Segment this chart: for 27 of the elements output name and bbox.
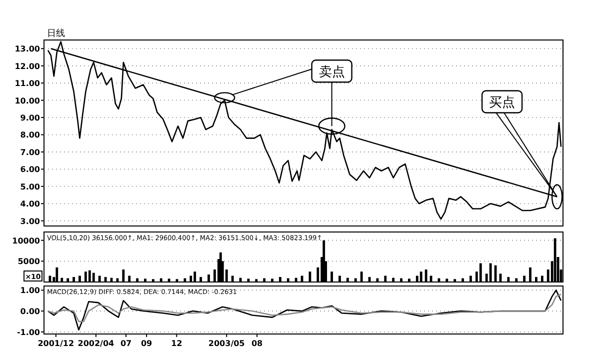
annotation: 买点: [489, 96, 516, 111]
y-tick-label: 9.00: [20, 114, 40, 122]
line-series: [47, 294, 562, 322]
y-tick-label: 8.00: [20, 130, 40, 140]
y-tick-label: 5.00: [20, 182, 40, 192]
y-tick-label: 4.00: [20, 200, 40, 209]
x-tick-label: 2003/05: [208, 339, 246, 348]
x-tick-label: 09: [140, 339, 153, 348]
y-tick-label: 1.00: [20, 286, 40, 296]
annotation: 卖点: [318, 65, 345, 80]
x-tick-label: 12: [171, 339, 182, 348]
x-tick-label: 2002/04: [78, 339, 115, 348]
y-tick-label: 0.00: [20, 307, 40, 316]
y-tick-label: 6.00: [20, 165, 40, 174]
y-tick-label: -1.00: [16, 328, 40, 337]
y-tick-label: 10000: [12, 236, 40, 246]
x-tick-label: 08: [251, 339, 264, 348]
y-tick-label: 12.00: [14, 62, 40, 71]
x-tick-label: 2001/12: [38, 339, 74, 348]
y-tick-label: 7.00: [20, 148, 40, 157]
y-tick-label: 5000: [18, 257, 40, 266]
y-tick-label: 3.00: [20, 216, 40, 226]
y-tick-label: 11.00: [14, 79, 40, 88]
y-tick-label: 10.00: [14, 96, 40, 106]
y-tick-label: 13.00: [14, 44, 40, 54]
chart-title: 日线: [47, 28, 65, 39]
x-tick-label: 07: [120, 339, 132, 348]
